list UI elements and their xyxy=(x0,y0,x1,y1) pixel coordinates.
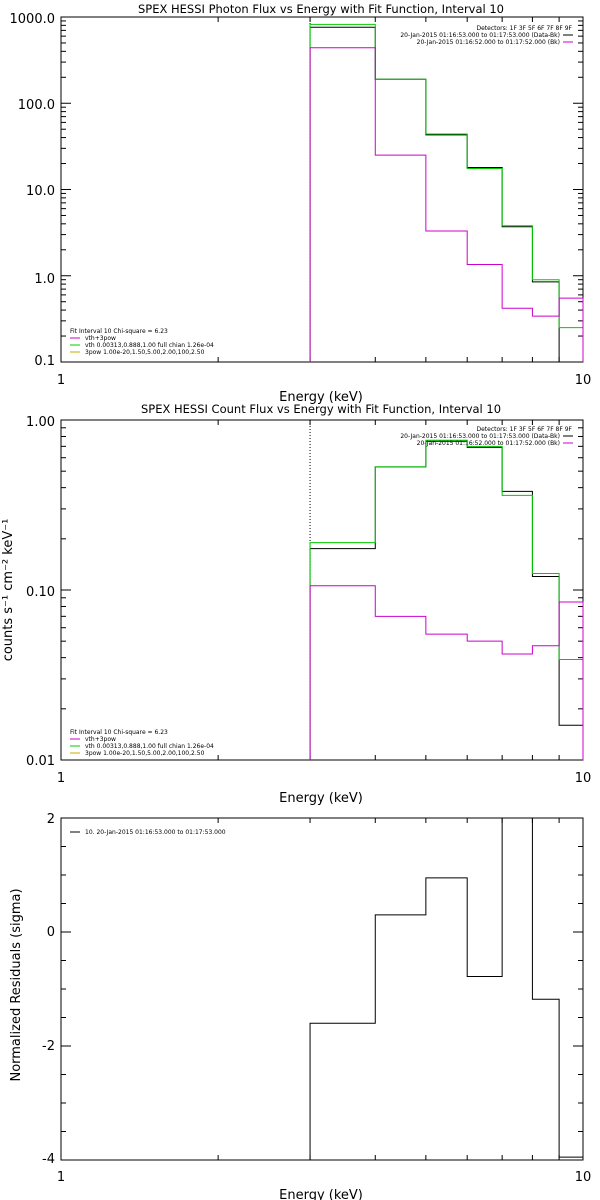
count-flux-title: SPEX HESSI Count Flux vs Energy with Fit… xyxy=(141,402,501,416)
photon-flux-axes-frame xyxy=(60,16,584,363)
photon-flux-x-tick-label-10: 10 xyxy=(575,373,592,388)
count-flux-y-tick-label-1.00: 1.00 xyxy=(26,415,55,430)
count-flux-series-2-step-line xyxy=(309,439,584,760)
residuals-y-tick-label-neg2: -2 xyxy=(42,1039,55,1054)
count-flux-plot-area xyxy=(60,419,584,761)
photon-flux-y-tick-label-10: 10.0 xyxy=(26,184,55,199)
count-flux-legend-left-header: Fit Interval 10 Chi-square = 6.23 xyxy=(70,729,168,736)
photon-flux-y-tick-label-1000: 1000.0 xyxy=(10,12,56,27)
count-flux-axes-frame xyxy=(60,419,584,761)
count-flux-series-3-step-line xyxy=(309,585,584,760)
count-flux-legend-right-entry-2: 20-Jan-2015 01:16:52.000 to 01:17:52.000… xyxy=(417,440,560,447)
count-flux-panel: SPEX HESSI Count Flux vs Energy with Fit… xyxy=(1,402,591,806)
photon-flux-legend-left-entry-3: 3pow 1.00e-20,1.50,5.00,2.00,100,2.50 xyxy=(85,349,205,356)
photon-flux-x-tick-label-1: 1 xyxy=(57,373,65,388)
count-flux-series-1-step-line xyxy=(309,440,584,760)
photon-flux-series-3-step-line xyxy=(309,47,584,362)
count-flux-x-tick-label-10: 10 xyxy=(575,771,592,786)
residuals-x-tick-label-1: 1 xyxy=(57,1170,65,1185)
residuals-y-tick-label-neg4: -4 xyxy=(42,1152,55,1167)
count-flux-legend-left-entry-2: vth 0.00313,0.888,1.00 full chian 1.26e-… xyxy=(85,743,214,750)
count-flux-legend-right-entry-1: 20-Jan-2015 01:16:53.000 to 01:17:53.000… xyxy=(400,433,560,440)
residuals-x-axis-label: Energy (keV) xyxy=(279,1188,363,1200)
count-flux-y-axis-label: counts s⁻¹ cm⁻² keV⁻¹ xyxy=(1,519,16,662)
residuals-x-tick-label-10: 10 xyxy=(575,1170,592,1185)
count-flux-x-axis-label: Energy (keV) xyxy=(279,791,363,806)
photon-flux-legend-right-header: Detectors: 1F 3F 5F 6F 7F 8F 9F xyxy=(476,25,572,32)
residuals-y-axis-label: Normalized Residuals (sigma) xyxy=(9,888,24,1081)
photon-flux-series-2-step-line xyxy=(309,23,584,362)
count-flux-x-tick-label-1: 1 xyxy=(57,771,65,786)
count-flux-legend-left-entry-1: vth+3pow xyxy=(85,736,116,743)
residuals-series-1-step-line xyxy=(309,817,584,1160)
residuals-y-tick-label-2: 2 xyxy=(47,812,55,827)
count-flux-legend-left-entry-3: 3pow 1.00e-20,1.50,5.00,2.00,100,2.50 xyxy=(85,750,205,757)
photon-flux-legend-left-entry-1: vth+3pow xyxy=(85,335,116,342)
photon-flux-x-axis-label: Energy (keV) xyxy=(279,390,363,405)
count-flux-y-tick-label-0.10: 0.10 xyxy=(26,585,55,600)
photon-flux-legend-right-entry-1: 20-Jan-2015 01:16:53.000 to 01:17:53.000… xyxy=(400,32,560,39)
photon-flux-legend-left-entry-2: vth 0.00313,0.888,1.00 full chian 1.26e-… xyxy=(85,342,214,349)
residuals-y-tick-label-0: 0 xyxy=(47,925,55,940)
photon-flux-y-tick-label-1: 1.0 xyxy=(34,272,55,287)
count-flux-y-tick-label-0.01: 0.01 xyxy=(26,754,55,769)
photon-flux-title: SPEX HESSI Photon Flux vs Energy with Fi… xyxy=(138,2,504,16)
photon-flux-series-1-step-line xyxy=(309,26,583,363)
count-flux-legend-right-header: Detectors: 1F 3F 5F 6F 7F 8F 9F xyxy=(476,426,572,433)
residuals-panel: Normalized Residuals (sigma) Energy (keV… xyxy=(9,812,591,1200)
residuals-plot-area xyxy=(60,817,584,1161)
residuals-axes-frame xyxy=(60,817,584,1161)
photon-flux-plot-area xyxy=(60,16,584,363)
residuals-legend-entry: 10. 20-Jan-2015 01:16:53.000 to 01:17:53… xyxy=(85,829,226,836)
photon-flux-legend-left-header: Fit Interval 10 Chi-square = 6.23 xyxy=(70,328,168,335)
photon-flux-legend-right-entry-2: 20-Jan-2015 01:16:52.000 to 01:17:52.000… xyxy=(417,39,560,46)
photon-flux-y-tick-label-100: 100.0 xyxy=(18,98,55,113)
photon-flux-panel: SPEX HESSI Photon Flux vs Energy with Fi… xyxy=(10,2,592,405)
photon-flux-y-tick-label-0.1: 0.1 xyxy=(34,354,55,369)
